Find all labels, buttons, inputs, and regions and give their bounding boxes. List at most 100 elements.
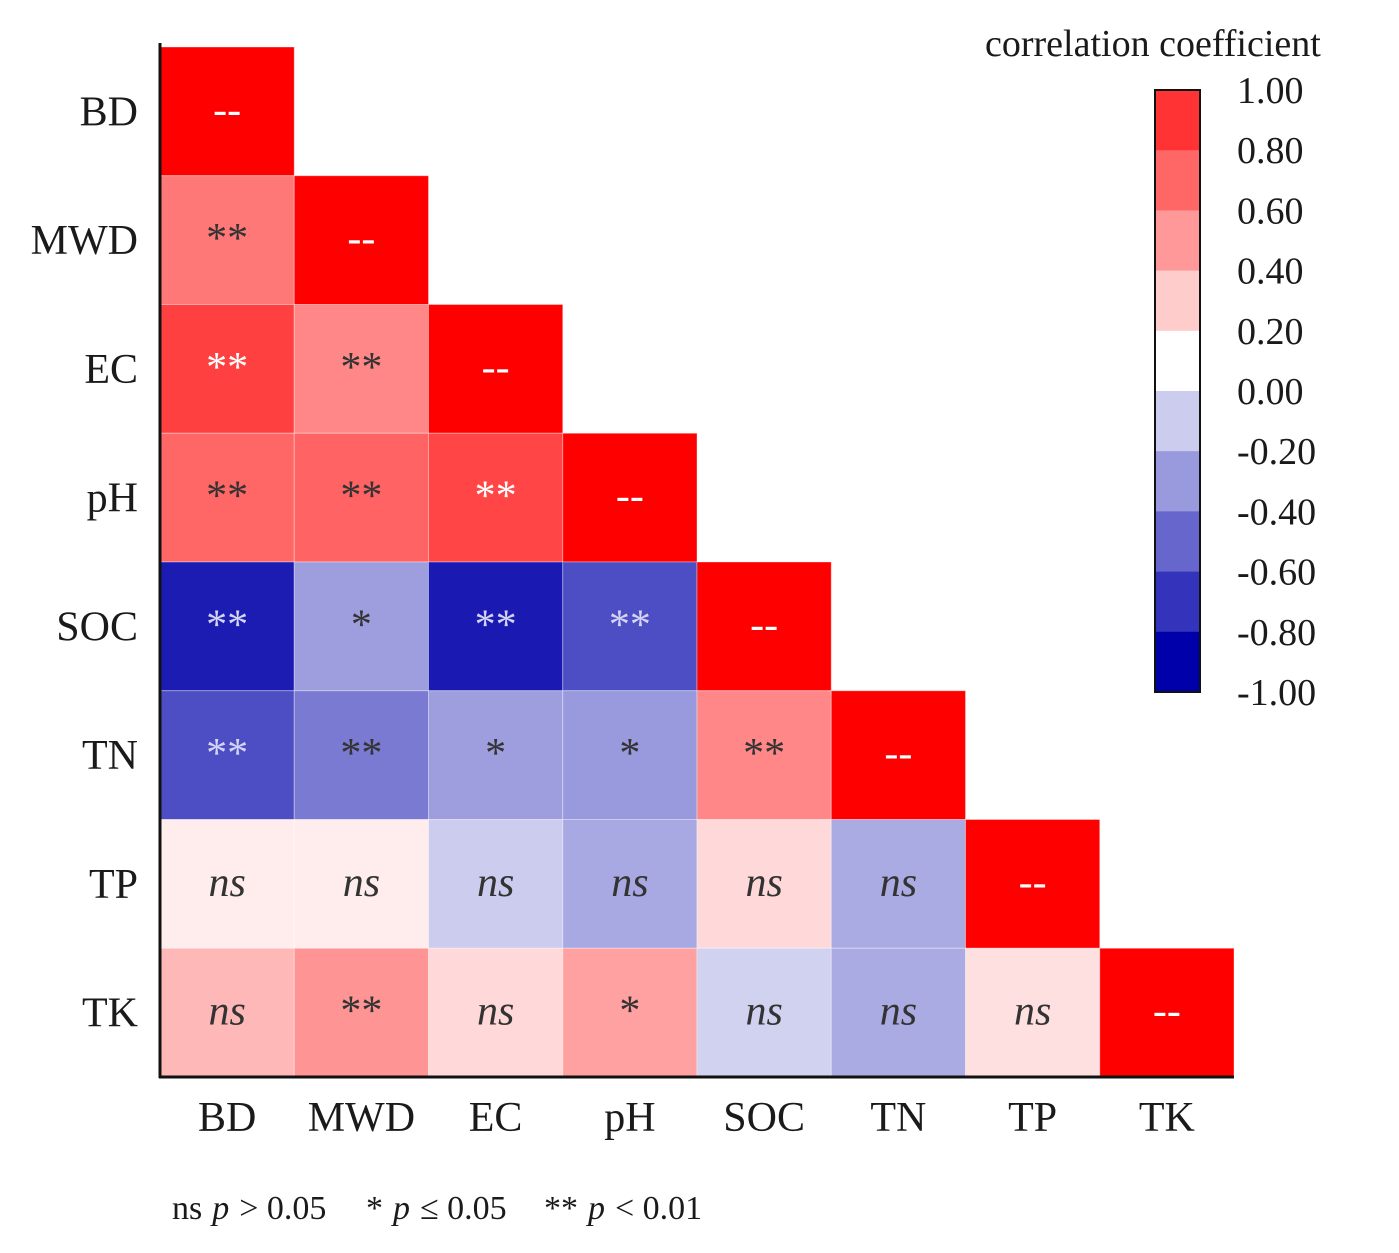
significance-mark: **	[340, 989, 382, 1035]
row-label-tk: TK	[82, 991, 138, 1037]
legend-p-symbol: p	[210, 1190, 229, 1227]
legend-condition: ≤ 0.05	[420, 1190, 507, 1227]
colorbar-tick-labels: 1.00 0.80 0.60 0.40 0.20 0.00 -0.20 -0.40 -0.60 -…	[1237, 70, 1316, 714]
cell-tk-ec	[428, 947, 564, 1078]
cell-tn-ph	[562, 690, 698, 820]
heatmap-cells: --** --** ** --** ** ** --** * ** ** --** ** * * ** --n…	[159, 46, 1235, 1078]
row-label-soc: SOC	[56, 604, 138, 650]
significance-mark: ns	[208, 989, 245, 1035]
significance-mark: ns	[343, 860, 380, 906]
legend-item-ns: ns p > 0.05	[172, 1190, 326, 1227]
significance-mark: --	[213, 87, 241, 133]
cell-tp-tp	[965, 819, 1101, 949]
cell-bd-bd	[159, 46, 295, 177]
colorbar-outline	[1154, 89, 1201, 693]
significance-mark: **	[206, 731, 248, 777]
significance-mark: **	[206, 345, 248, 391]
legend-mark: *	[366, 1190, 383, 1227]
significance-mark: *	[485, 731, 506, 777]
significance-mark: --	[1019, 860, 1047, 906]
row-label-ec: EC	[84, 347, 138, 393]
cell-tp-tn	[830, 819, 966, 949]
cell-mwd-bd	[159, 175, 295, 305]
row-label-mwd: MWD	[31, 218, 138, 264]
cell-tn-soc	[696, 690, 832, 820]
colorbar-bin	[1155, 631, 1200, 693]
cell-tk-bd	[159, 947, 295, 1078]
cell-tk-tp	[965, 947, 1101, 1078]
colorbar-tick-label: 0.20	[1237, 311, 1304, 353]
significance-mark: ns	[1014, 989, 1051, 1035]
row-label-bd: BD	[80, 89, 138, 135]
colorbar-tick-label: 0.80	[1237, 130, 1304, 172]
cell-tk-tk	[1099, 947, 1235, 1078]
cell-soc-ph	[562, 561, 698, 692]
legend-mark: **	[544, 1190, 578, 1227]
colorbar-tick-label: -0.20	[1237, 431, 1316, 473]
row-label-tp: TP	[89, 862, 138, 908]
significance-mark: **	[340, 474, 382, 520]
colorbar-tick-label: -0.60	[1237, 552, 1316, 594]
significance-mark: **	[340, 345, 382, 391]
significance-mark: **	[206, 216, 248, 262]
column-label-soc: SOC	[723, 1095, 805, 1141]
column-label-tk: TK	[1139, 1095, 1195, 1141]
legend-p-symbol: p	[586, 1190, 605, 1227]
cell-soc-ec	[428, 561, 564, 692]
cell-soc-soc	[696, 561, 832, 692]
colorbar-tick-label: 0.40	[1237, 251, 1304, 293]
cell-soc-mwd	[293, 561, 429, 692]
significance-legend: ns p > 0.05 * p ≤ 0.05 ** p < 0.01	[172, 1190, 702, 1227]
significance-mark: **	[206, 474, 248, 520]
colorbar-tick-label: 0.60	[1237, 190, 1304, 232]
legend-condition: > 0.05	[239, 1190, 326, 1227]
cell-ph-ph	[562, 432, 698, 563]
significance-mark: ns	[477, 989, 514, 1035]
cell-ec-ec	[428, 304, 564, 434]
significance-mark: --	[482, 345, 510, 391]
significance-mark: **	[475, 474, 517, 520]
significance-mark: *	[619, 989, 640, 1035]
legend-p-symbol: p	[391, 1190, 410, 1227]
cell-mwd-mwd	[293, 175, 429, 305]
colorbar-bins	[1155, 90, 1200, 693]
significance-mark: ns	[745, 860, 782, 906]
cell-tn-ec	[428, 690, 564, 820]
significance-mark: ns	[745, 989, 782, 1035]
colorbar-bin	[1155, 571, 1200, 633]
colorbar-bin	[1155, 210, 1200, 272]
colorbar-bin	[1155, 330, 1200, 392]
colorbar-tick-label: -0.80	[1237, 612, 1316, 654]
colorbar-bin	[1155, 270, 1200, 332]
significance-mark: --	[884, 731, 912, 777]
cell-tn-mwd	[293, 690, 429, 820]
significance-mark: --	[347, 216, 375, 262]
significance-mark: ns	[477, 860, 514, 906]
colorbar-tick-label: -0.40	[1237, 491, 1316, 533]
colorbar-title: correlation coefficient	[985, 23, 1321, 65]
legend-item-single-star: * p ≤ 0.05	[366, 1190, 507, 1227]
column-label-tn: TN	[870, 1095, 926, 1141]
significance-mark: *	[351, 602, 372, 648]
cell-ph-mwd	[293, 432, 429, 563]
significance-mark: --	[1153, 989, 1181, 1035]
significance-mark: **	[475, 602, 517, 648]
cell-tp-ph	[562, 819, 698, 949]
legend-condition: < 0.01	[615, 1190, 702, 1227]
colorbar: correlation coefficient 1.00 0.80 0.60 0.40…	[985, 23, 1321, 714]
significance-mark: ns	[880, 860, 917, 906]
significance-mark: **	[743, 731, 785, 777]
column-label-ec: EC	[469, 1095, 523, 1141]
cell-ec-bd	[159, 304, 295, 434]
significance-mark: ns	[880, 989, 917, 1035]
column-label-ph: pH	[604, 1095, 655, 1141]
y-axis-tick-labels: BD MWD EC pH SOC TN TP TK	[31, 89, 138, 1036]
significance-mark: **	[340, 731, 382, 777]
row-label-tn: TN	[82, 733, 138, 779]
colorbar-tick-label: -1.00	[1237, 672, 1316, 714]
row-label-ph: pH	[87, 476, 138, 522]
significance-mark: **	[206, 602, 248, 648]
cell-tp-bd	[159, 819, 295, 949]
